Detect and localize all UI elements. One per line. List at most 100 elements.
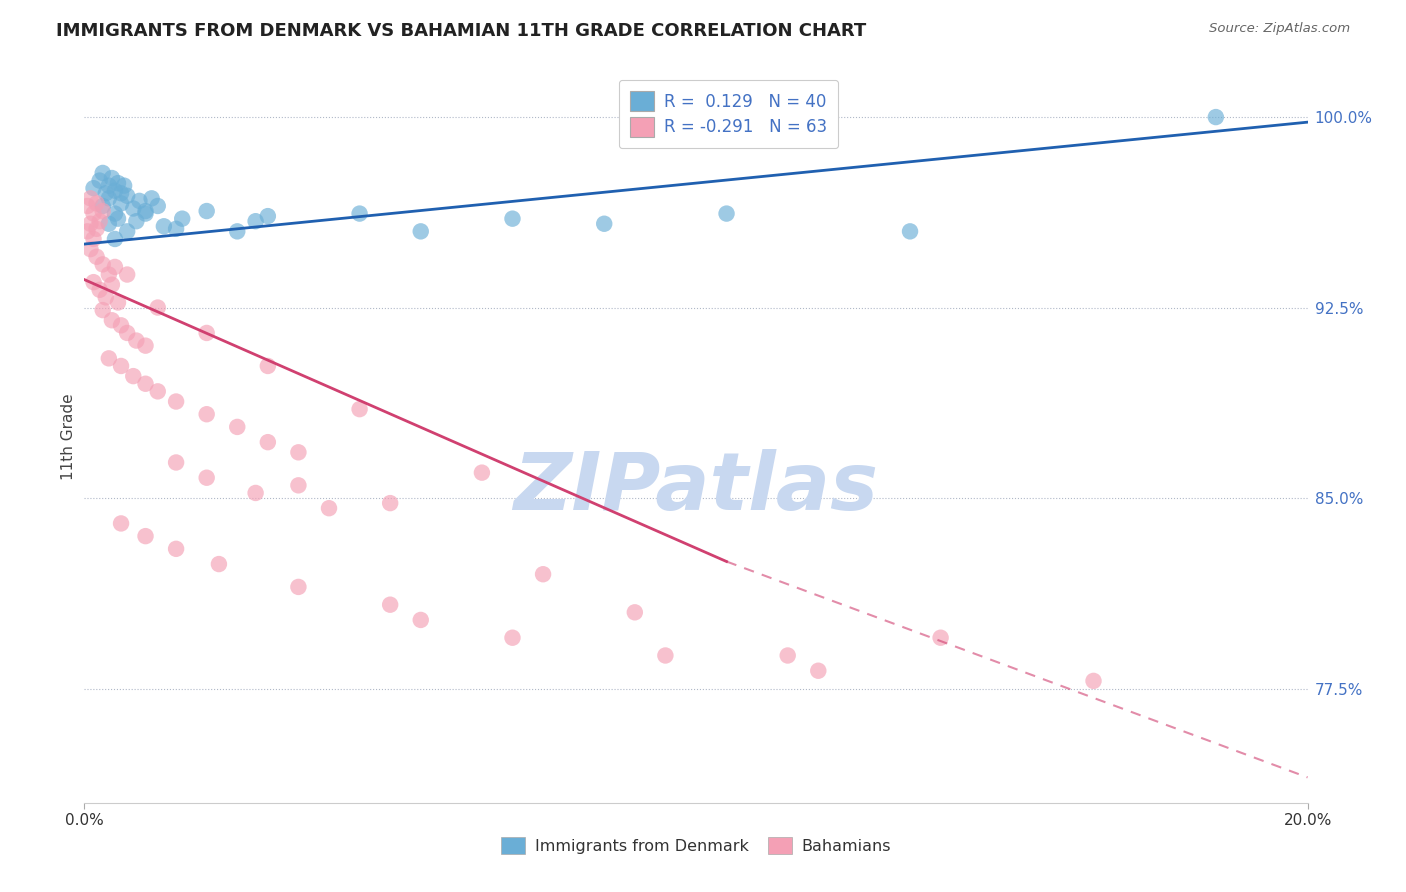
Point: [107, 295, 129, 310]
Point: [101, 313, 124, 327]
Point: [89, 173, 111, 187]
Point: [79, 242, 101, 256]
Point: [83, 206, 105, 220]
Point: [245, 214, 267, 228]
Point: [165, 541, 187, 556]
Point: [135, 339, 157, 353]
Point: [122, 202, 145, 216]
Point: [502, 631, 524, 645]
Point: [146, 199, 169, 213]
Point: [94, 290, 117, 304]
Point: [110, 359, 132, 373]
Point: [97, 191, 120, 205]
Point: [165, 394, 187, 409]
Y-axis label: 11th Grade: 11th Grade: [60, 393, 76, 481]
Point: [146, 301, 169, 315]
Point: [776, 648, 799, 663]
Point: [76, 199, 98, 213]
Point: [97, 351, 120, 366]
Point: [208, 557, 231, 571]
Point: [195, 326, 218, 340]
Point: [104, 232, 127, 246]
Point: [122, 369, 145, 384]
Point: [929, 631, 952, 645]
Point: [716, 206, 738, 220]
Point: [110, 186, 132, 201]
Point: [165, 222, 187, 236]
Point: [1083, 673, 1105, 688]
Point: [91, 166, 114, 180]
Point: [165, 455, 187, 469]
Point: [115, 268, 138, 282]
Point: [195, 471, 218, 485]
Point: [146, 384, 169, 399]
Point: [101, 277, 124, 292]
Point: [110, 196, 132, 211]
Point: [104, 184, 127, 198]
Point: [287, 445, 309, 459]
Point: [97, 217, 120, 231]
Point: [409, 613, 432, 627]
Point: [257, 359, 280, 373]
Point: [153, 219, 176, 234]
Point: [83, 181, 105, 195]
Point: [409, 224, 432, 238]
Point: [115, 224, 138, 238]
Point: [349, 402, 371, 417]
Point: [287, 478, 309, 492]
Point: [318, 501, 340, 516]
Point: [97, 268, 120, 282]
Text: Source: ZipAtlas.com: Source: ZipAtlas.com: [1209, 22, 1350, 36]
Point: [135, 204, 157, 219]
Point: [245, 486, 267, 500]
Legend: Immigrants from Denmark, Bahamians: Immigrants from Denmark, Bahamians: [495, 830, 897, 861]
Point: [91, 199, 114, 213]
Point: [135, 206, 157, 220]
Point: [83, 275, 105, 289]
Point: [104, 206, 127, 220]
Point: [135, 376, 157, 391]
Point: [257, 209, 280, 223]
Point: [91, 257, 114, 271]
Point: [380, 598, 402, 612]
Point: [195, 204, 218, 219]
Point: [101, 171, 124, 186]
Point: [624, 605, 647, 619]
Point: [807, 664, 830, 678]
Point: [125, 214, 148, 228]
Point: [104, 260, 127, 274]
Point: [195, 407, 218, 421]
Point: [654, 648, 676, 663]
Point: [531, 567, 554, 582]
Point: [593, 217, 616, 231]
Point: [110, 516, 132, 531]
Point: [107, 211, 129, 226]
Point: [226, 224, 249, 238]
Text: ZIPatlas: ZIPatlas: [513, 450, 879, 527]
Text: IMMIGRANTS FROM DENMARK VS BAHAMIAN 11TH GRADE CORRELATION CHART: IMMIGRANTS FROM DENMARK VS BAHAMIAN 11TH…: [56, 22, 866, 40]
Point: [226, 420, 249, 434]
Point: [112, 178, 135, 193]
Point: [898, 224, 921, 238]
Point: [86, 196, 108, 211]
Point: [79, 191, 101, 205]
Point: [1205, 110, 1227, 124]
Point: [76, 224, 98, 238]
Point: [89, 214, 111, 228]
Point: [125, 334, 148, 348]
Point: [172, 211, 194, 226]
Point: [380, 496, 402, 510]
Point: [91, 303, 114, 318]
Point: [115, 189, 138, 203]
Point: [135, 529, 157, 543]
Point: [89, 283, 111, 297]
Point: [97, 178, 120, 193]
Point: [79, 217, 101, 231]
Point: [128, 194, 150, 208]
Point: [502, 211, 524, 226]
Point: [86, 222, 108, 236]
Point: [86, 250, 108, 264]
Point: [94, 186, 117, 201]
Point: [115, 326, 138, 340]
Point: [141, 191, 163, 205]
